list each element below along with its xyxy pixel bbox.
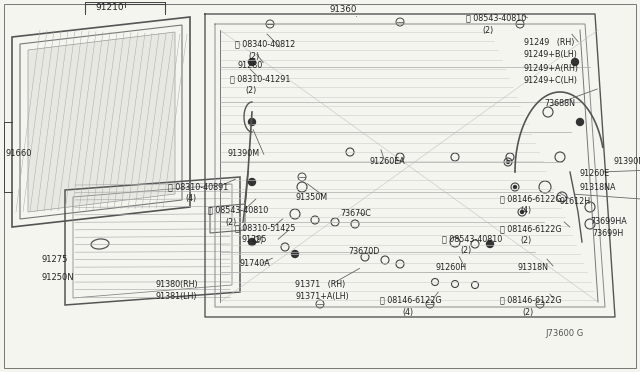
- Text: 91612H: 91612H: [560, 198, 591, 206]
- Text: 91260EA: 91260EA: [370, 157, 406, 167]
- Circle shape: [248, 119, 255, 125]
- Text: 91371+A(LH): 91371+A(LH): [295, 292, 349, 301]
- Text: 73699HA: 73699HA: [590, 218, 627, 227]
- Text: (4): (4): [402, 308, 413, 317]
- Text: Ⓑ 08146-6122G: Ⓑ 08146-6122G: [500, 195, 562, 203]
- Text: 91260H: 91260H: [435, 263, 466, 273]
- Text: 91250N: 91250N: [42, 273, 75, 282]
- Text: Ⓢ 08340-40812: Ⓢ 08340-40812: [235, 39, 295, 48]
- Circle shape: [577, 119, 584, 125]
- Text: 91350M: 91350M: [295, 192, 327, 202]
- Text: 73670C: 73670C: [340, 209, 371, 218]
- Text: (2): (2): [245, 87, 256, 96]
- Text: 73670D: 73670D: [348, 247, 380, 257]
- Text: 91260E: 91260E: [580, 170, 611, 179]
- Text: Ⓑ 08146-6122G: Ⓑ 08146-6122G: [500, 224, 562, 234]
- Text: 91318N: 91318N: [518, 263, 549, 273]
- Text: 91295: 91295: [242, 235, 268, 244]
- Circle shape: [486, 241, 493, 247]
- Text: (2): (2): [225, 218, 236, 227]
- Text: (2): (2): [520, 237, 531, 246]
- Circle shape: [506, 160, 509, 164]
- Text: 91280: 91280: [237, 61, 262, 71]
- Polygon shape: [28, 32, 175, 212]
- Text: 73699H: 73699H: [592, 230, 623, 238]
- Text: Ⓢ 08310-40891: Ⓢ 08310-40891: [168, 183, 228, 192]
- Circle shape: [513, 186, 516, 189]
- Text: (2): (2): [252, 235, 263, 244]
- Text: Ⓑ 08146-6122G: Ⓑ 08146-6122G: [500, 295, 562, 305]
- Text: Ⓑ 08146-6122G: Ⓑ 08146-6122G: [380, 295, 442, 305]
- Text: 91275: 91275: [42, 256, 68, 264]
- Text: (4): (4): [185, 195, 196, 203]
- Text: 91360: 91360: [330, 6, 357, 15]
- Text: Ⓢ 08543-40810: Ⓢ 08543-40810: [466, 13, 526, 22]
- Text: 91318NA: 91318NA: [580, 183, 616, 192]
- Text: Ⓢ 08543-40810: Ⓢ 08543-40810: [442, 234, 502, 244]
- Text: Ⓢ 08310-41291: Ⓢ 08310-41291: [230, 74, 291, 83]
- Text: 91381(LH): 91381(LH): [155, 292, 196, 301]
- Text: (2): (2): [460, 247, 471, 256]
- Circle shape: [248, 179, 255, 186]
- Text: Ⓢ 08310-51425: Ⓢ 08310-51425: [235, 224, 296, 232]
- Text: 73688N: 73688N: [544, 99, 575, 109]
- Text: (2): (2): [248, 51, 259, 61]
- Text: 91249   (RH): 91249 (RH): [524, 38, 574, 46]
- Text: (4): (4): [520, 206, 531, 215]
- Circle shape: [248, 58, 255, 65]
- Text: 91380(RH): 91380(RH): [155, 279, 198, 289]
- Text: 91249+A(RH): 91249+A(RH): [524, 64, 579, 74]
- Circle shape: [248, 238, 255, 246]
- Text: 91249+B(LH): 91249+B(LH): [524, 49, 578, 58]
- Circle shape: [291, 250, 298, 257]
- Text: 91740A: 91740A: [240, 260, 271, 269]
- Text: (2): (2): [482, 26, 493, 35]
- Circle shape: [520, 211, 524, 214]
- Text: J73600 G: J73600 G: [545, 330, 583, 339]
- Text: 91660: 91660: [5, 150, 31, 158]
- Text: (2): (2): [522, 308, 533, 317]
- Text: 91371   (RH): 91371 (RH): [295, 279, 345, 289]
- Text: 91390MA: 91390MA: [614, 157, 640, 167]
- Text: 91390M: 91390M: [228, 150, 260, 158]
- Circle shape: [572, 58, 579, 65]
- Text: 91249+C(LH): 91249+C(LH): [524, 77, 578, 86]
- Text: Ⓢ 08543-40810: Ⓢ 08543-40810: [208, 205, 268, 215]
- Text: 91210: 91210: [96, 3, 124, 13]
